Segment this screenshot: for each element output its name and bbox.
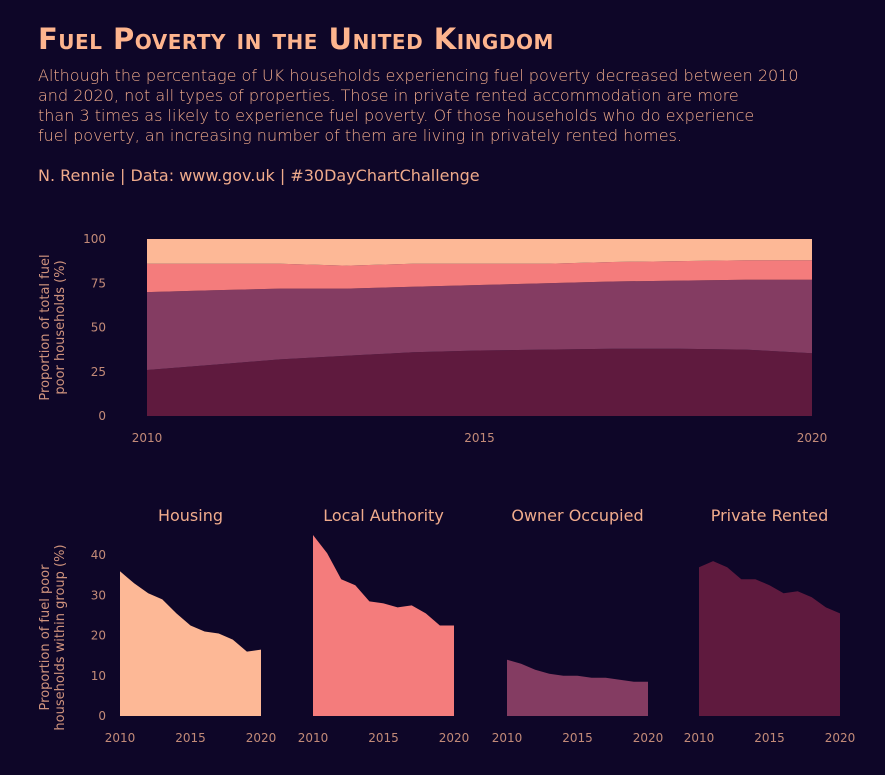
x-tick-label: 2010	[492, 731, 523, 745]
y-tick-label: 50	[91, 321, 106, 335]
chart-title: Fuel Poverty in the United Kingdom	[38, 22, 554, 56]
subtitle-line: than 3 times as likely to experience fue…	[38, 106, 755, 125]
x-tick-label: 2020	[825, 731, 856, 745]
chart-caption: N. Rennie | Data: www.gov.uk | #30DayCha…	[38, 166, 480, 185]
facet-area-housing	[120, 571, 261, 716]
y-tick-label: 0	[98, 409, 106, 423]
x-tick-label: 2015	[562, 731, 593, 745]
stacked-area-housing	[147, 239, 812, 266]
x-tick-label: 2010	[105, 731, 136, 745]
y-tick-label: 100	[83, 232, 106, 246]
facet-title-owner-occupied: Owner Occupied	[511, 506, 643, 525]
facet-area-private-rented	[699, 561, 840, 716]
y-axis-title: Proportion of fuel poorhouseholds within…	[38, 544, 68, 730]
y-axis-title: Proportion of total fuelpoor households …	[38, 254, 68, 400]
y-tick-label: 0	[98, 709, 106, 723]
x-tick-label: 2015	[464, 431, 495, 445]
x-tick-label: 2020	[633, 731, 664, 745]
stacked-area-private-rented	[147, 348, 812, 416]
y-tick-label: 20	[91, 629, 106, 643]
facet-area-owner-occupied	[507, 659, 648, 716]
subtitle-line: and 2020, not all types of properties. T…	[38, 86, 739, 105]
y-tick-label: 25	[91, 365, 106, 379]
x-tick-label: 2020	[439, 731, 470, 745]
x-tick-label: 2015	[368, 731, 399, 745]
subtitle-line: fuel poverty, an increasing number of th…	[38, 126, 682, 145]
facet-area-local-authority	[313, 535, 454, 716]
facet-title-housing: Housing	[158, 506, 223, 525]
x-tick-label: 2010	[298, 731, 329, 745]
y-tick-label: 40	[91, 548, 106, 562]
facet-title-private-rented: Private Rented	[711, 506, 829, 525]
facet-title-local-authority: Local Authority	[323, 506, 444, 525]
subtitle-line: Although the percentage of UK households…	[38, 66, 799, 85]
x-tick-label: 2010	[132, 431, 163, 445]
x-tick-label: 2020	[797, 431, 828, 445]
stacked-area-local-authority	[147, 260, 812, 293]
y-tick-label: 75	[91, 276, 106, 290]
x-tick-label: 2010	[684, 731, 715, 745]
x-tick-label: 2015	[175, 731, 206, 745]
x-tick-label: 2020	[246, 731, 277, 745]
y-tick-label: 10	[91, 669, 106, 683]
y-tick-label: 30	[91, 588, 106, 602]
stacked-area-owner-occupied	[147, 279, 812, 370]
chart-subtitle: Although the percentage of UK households…	[38, 66, 838, 146]
x-tick-label: 2015	[754, 731, 785, 745]
